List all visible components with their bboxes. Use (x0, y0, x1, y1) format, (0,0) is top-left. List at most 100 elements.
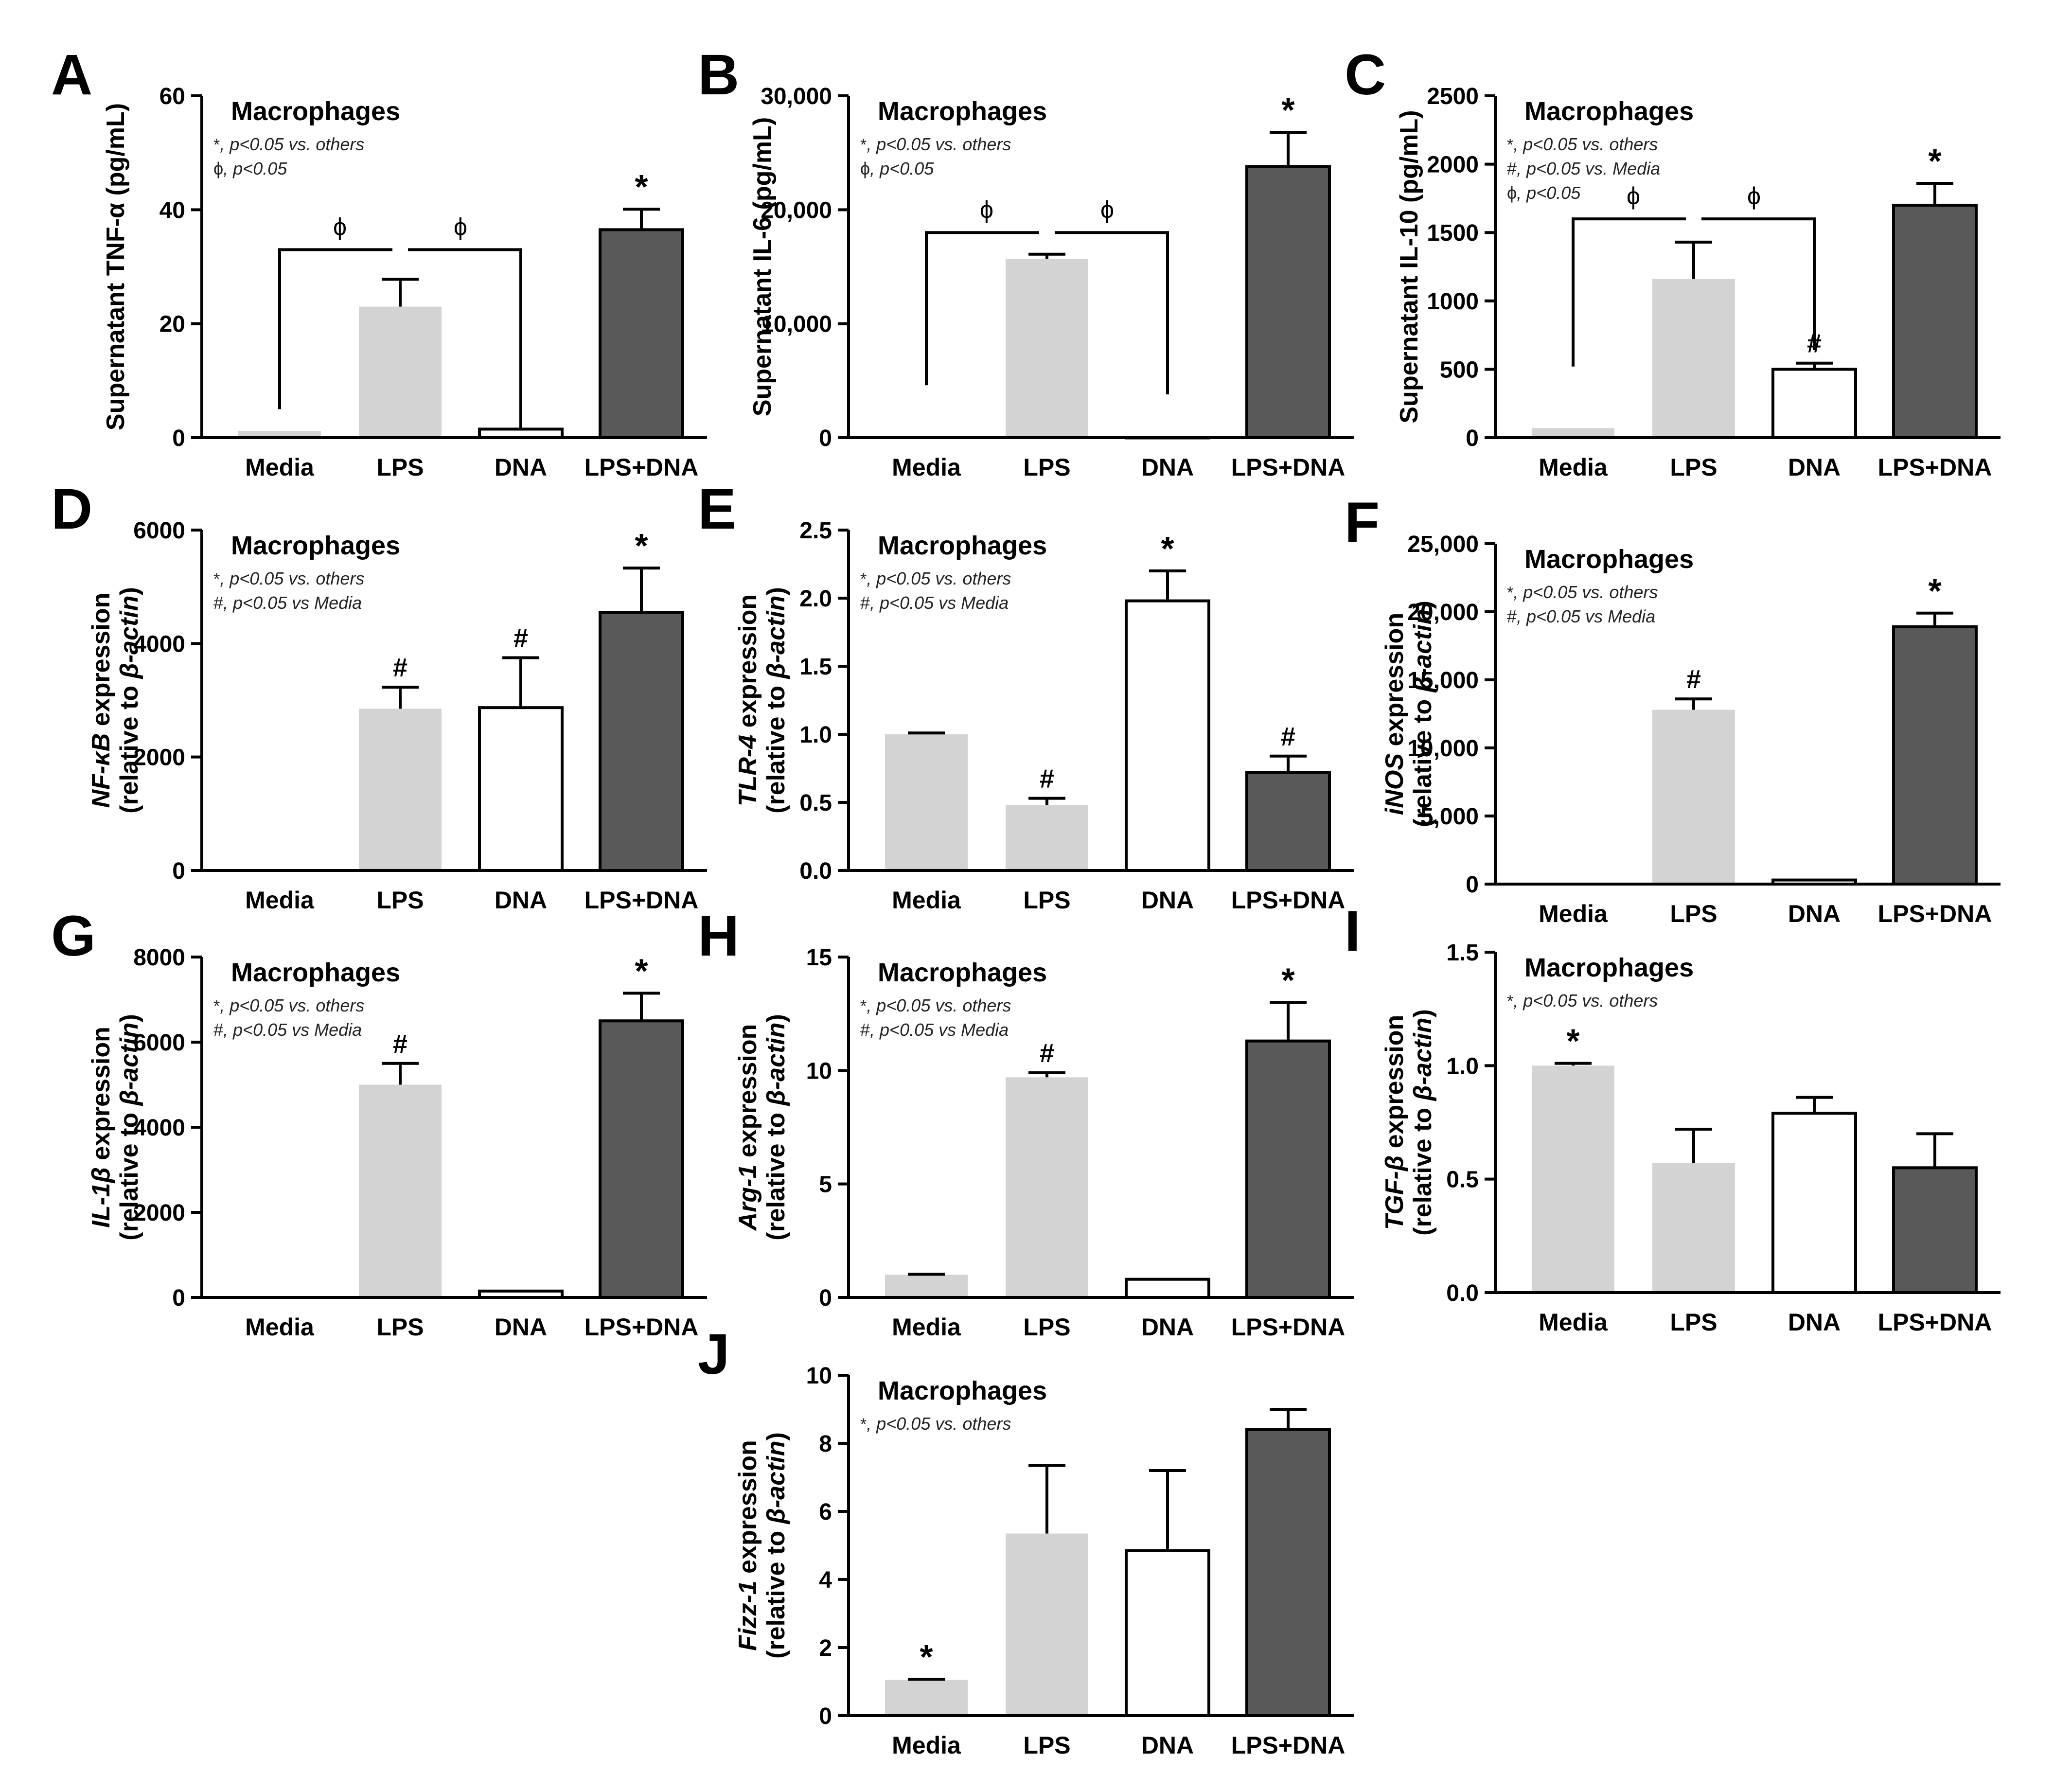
y-tick-label: 4000 (133, 1115, 185, 1141)
legend-entry: *, p<0.05 vs. others (213, 134, 364, 154)
legend-entry: *, p<0.05 vs. others (860, 134, 1011, 154)
legend-entry: *, p<0.05 vs. others (860, 1414, 1011, 1434)
significance-label: # (393, 653, 407, 682)
bar-lps-dna (1245, 1428, 1331, 1717)
x-tick-label: DNA (495, 1313, 547, 1341)
panel-title: Macrophages (878, 1376, 1047, 1405)
y-tick-label: 1.5 (799, 654, 832, 680)
y-tick-label: 1500 (1427, 220, 1479, 246)
bracket-label: ϕ (1627, 182, 1640, 210)
significance-label: * (920, 1638, 933, 1676)
bracket-label: ϕ (454, 213, 467, 240)
x-tick-label: Media (892, 1313, 961, 1341)
legend-entry: *, p<0.05 vs. others (1507, 134, 1658, 154)
legend-entry: #, p<0.05 vs Media (213, 593, 362, 613)
x-tick-label: Media (1539, 900, 1608, 927)
panel-letter-h: H (698, 904, 739, 968)
y-axis-label: iNOS expression (1381, 613, 1409, 815)
x-tick-label: DNA (1141, 454, 1194, 481)
bar-lps (1006, 1533, 1088, 1716)
x-tick-label: LPS+DNA (584, 1313, 699, 1341)
panel-title: Macrophages (878, 531, 1047, 560)
legend-entry: #, p<0.05 vs Media (213, 1020, 362, 1040)
panel-title: Macrophages (1524, 953, 1694, 982)
y-tick-label: 2.0 (799, 586, 832, 612)
bar-lps-dna (1892, 625, 1978, 886)
bar-media (885, 734, 968, 870)
panel-letter-d: D (51, 477, 92, 541)
y-tick-label: 5 (819, 1172, 832, 1198)
legend-entry: ϕ, p<0.05 (860, 159, 934, 178)
y-axis-label: Supernatant IL-6 (pg/mL) (748, 117, 777, 416)
x-tick-label: DNA (1788, 454, 1841, 481)
x-tick-label: DNA (1141, 1732, 1194, 1759)
significance-bracket (1572, 217, 1686, 367)
x-tick-label: DNA (1141, 1313, 1194, 1341)
y-tick-label: 8 (819, 1431, 832, 1457)
bar-media (238, 430, 321, 438)
legend-entry: #, p<0.05 vs Media (1507, 606, 1655, 626)
bar-dna (1771, 368, 1857, 440)
y-tick-label: 6 (819, 1499, 832, 1525)
bar-lps (359, 1084, 442, 1297)
x-tick-label: DNA (1788, 1309, 1841, 1336)
x-tick-label: LPS+DNA (1231, 454, 1346, 481)
y-tick-label: 4 (819, 1567, 832, 1593)
bar-lps (1006, 259, 1088, 438)
panel-letter-c: C (1345, 43, 1386, 107)
bar-lps-dna (1245, 771, 1331, 872)
y-axis-label-2: (relative to β-actin) (1409, 1009, 1437, 1236)
bar-media (885, 1680, 968, 1716)
y-tick-label: 15,000 (1407, 668, 1479, 693)
y-axis-label: TLR-4 expression (734, 594, 762, 806)
x-tick-label: Media (1539, 1309, 1608, 1336)
x-tick-label: Media (1539, 454, 1608, 481)
y-tick-label: 0 (172, 426, 185, 451)
panel-b: B * ϕ ϕ 0 10,000 20,000 30,000 Media LPS DNA LPS+DN… (698, 43, 1354, 481)
y-tick-label: 0 (819, 426, 832, 451)
y-tick-label: 0.0 (799, 858, 832, 884)
y-tick-label: 0 (172, 1285, 185, 1311)
panel-f: F # * 0 5,000 10,000 15,000 20,000 25,000 Media LP… (1345, 491, 2001, 927)
bar-lps (1652, 279, 1735, 438)
significance-label: # (1040, 1039, 1054, 1068)
bar-media (1532, 1065, 1614, 1293)
panel-letter-g: G (51, 904, 96, 968)
panel-letter-i: I (1345, 899, 1361, 963)
significance-label: * (635, 527, 648, 565)
x-tick-label: Media (245, 454, 315, 481)
y-tick-label: 10 (806, 1058, 832, 1084)
y-tick-label: 2000 (1427, 152, 1479, 178)
y-axis-label-2: (relative to β-actin) (115, 1014, 143, 1241)
bar-dna (1125, 1549, 1210, 1717)
y-axis-label: Fizz-1 expression (734, 1440, 762, 1650)
y-axis-label-2: (relative to β-actin) (762, 1432, 790, 1659)
panel-d: D # # * 0 2000 4000 6000 Media LPS DNA LPS+DNA NF-κB… (51, 477, 707, 914)
y-tick-label: 0.0 (1446, 1280, 1479, 1306)
panel-e: E # * #0.0 0.5 1.0 1.5 2.0 2.5 Media LPS DNA LPS+DNA… (698, 477, 1354, 914)
legend-entry: ϕ, p<0.05 (1507, 183, 1581, 203)
y-axis-label: IL-1β expression (87, 1027, 115, 1228)
bar-media (1532, 428, 1614, 438)
x-tick-label: Media (245, 887, 315, 914)
y-tick-label: 0 (1466, 426, 1479, 451)
significance-bracket (925, 231, 1039, 386)
y-tick-label: 25,000 (1407, 532, 1479, 557)
x-tick-label: DNA (495, 454, 547, 481)
y-tick-label: 2000 (133, 745, 185, 771)
y-tick-label: 0 (819, 1285, 832, 1311)
legend-entry: *, p<0.05 vs. others (213, 568, 364, 588)
significance-bracket (1701, 217, 1816, 351)
panel-title: Macrophages (231, 531, 400, 560)
y-tick-label: 40 (159, 197, 185, 223)
significance-label: * (1928, 142, 1942, 180)
y-tick-label: 10,000 (761, 312, 832, 337)
significance-label: # (514, 624, 528, 653)
x-tick-label: LPS (376, 887, 424, 914)
x-tick-label: Media (892, 887, 961, 914)
significance-label: # (1686, 665, 1701, 694)
x-tick-label: LPS+DNA (1231, 1732, 1346, 1759)
y-axis-label: NF-κB expression (87, 593, 115, 808)
y-tick-label: 2000 (133, 1200, 185, 1226)
y-axis-label-2: (relative to β-actin) (762, 1014, 790, 1241)
